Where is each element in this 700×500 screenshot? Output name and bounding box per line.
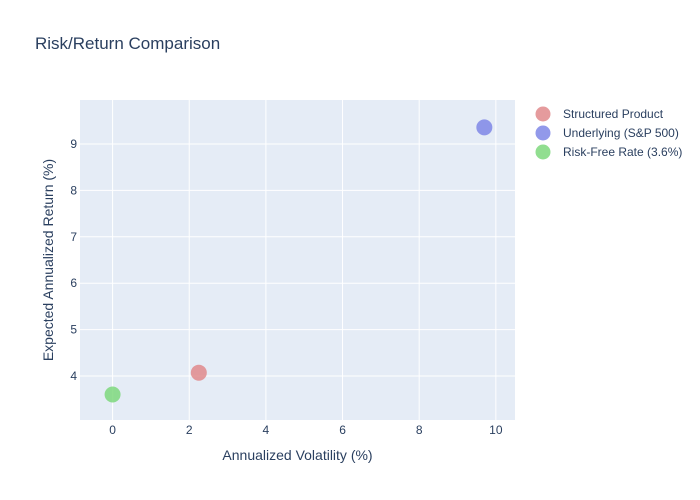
x-axis-title: Annualized Volatility (%) <box>222 447 372 463</box>
legend-item[interactable]: Underlying (S&P 500) <box>535 125 679 141</box>
legend-label: Structured Product <box>563 107 664 121</box>
legend-marker <box>535 125 551 141</box>
data-point-underlying-s-p-500[interactable] <box>476 119 493 136</box>
legend-marker <box>535 144 551 160</box>
legend-label: Risk-Free Rate (3.6%) <box>563 145 682 159</box>
y-axis-ticks: 4 5 6 7 8 9 <box>70 137 77 383</box>
data-point-risk-free-rate-3-6[interactable] <box>104 386 121 403</box>
y-tick-label: 9 <box>70 137 77 151</box>
x-tick-label: 8 <box>416 423 423 437</box>
x-tick-label: 2 <box>186 423 193 437</box>
x-axis-ticks: 0 2 4 6 8 10 <box>109 423 503 437</box>
y-tick-label: 4 <box>70 369 77 383</box>
legend[interactable]: Structured Product Underlying (S&P 500) Ri… <box>535 106 683 160</box>
data-points <box>104 119 493 403</box>
legend-marker <box>535 106 551 122</box>
y-tick-label: 8 <box>70 183 77 197</box>
x-tick-label: 4 <box>263 423 270 437</box>
x-tick-label: 0 <box>109 423 116 437</box>
y-tick-label: 5 <box>70 323 77 337</box>
data-point-structured-product[interactable] <box>190 364 207 381</box>
plot-area <box>80 100 515 420</box>
plot-background <box>80 100 515 420</box>
x-tick-label: 10 <box>489 423 503 437</box>
legend-item[interactable]: Risk-Free Rate (3.6%) <box>535 144 683 160</box>
y-tick-label: 7 <box>70 230 77 244</box>
x-tick-label: 6 <box>339 423 346 437</box>
legend-item[interactable]: Structured Product <box>535 106 664 122</box>
chart-title: Risk/Return Comparison <box>35 34 220 53</box>
y-tick-label: 6 <box>70 276 77 290</box>
y-axis-title: Expected Annualized Return (%) <box>40 159 56 361</box>
legend-label: Underlying (S&P 500) <box>563 126 679 140</box>
